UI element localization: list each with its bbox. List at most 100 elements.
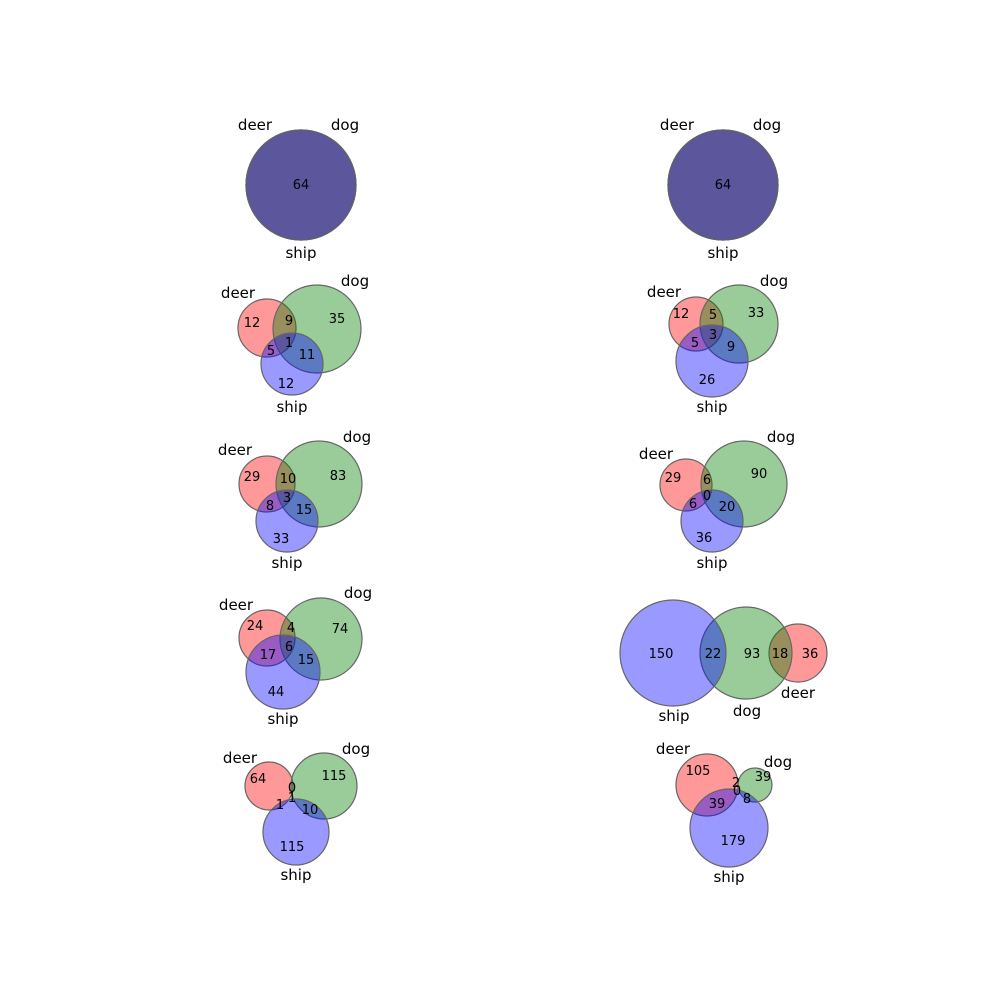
region-label-deer-dog-ship: 64 bbox=[293, 178, 310, 193]
region-label-dog: 93 bbox=[744, 647, 761, 662]
region-label-deer-dog: 4 bbox=[287, 621, 295, 636]
dog-circle bbox=[272, 284, 362, 374]
region-label-deer-ship: 17 bbox=[260, 648, 277, 663]
set-label-dog: dog bbox=[341, 272, 369, 290]
set-label-deer: deer bbox=[218, 441, 253, 459]
region-label-deer: 36 bbox=[802, 647, 819, 662]
ship-circle bbox=[667, 129, 779, 241]
set-label-deer: deer bbox=[660, 116, 695, 134]
ship-circle bbox=[245, 634, 321, 710]
region-label-deer: 12 bbox=[673, 307, 690, 322]
region-label-deer-dog-ship: 3 bbox=[283, 491, 291, 506]
region-label-deer-ship: 39 bbox=[709, 797, 726, 812]
region-label-ship: 12 bbox=[278, 377, 295, 392]
set-label-deer: deer bbox=[656, 740, 691, 758]
set-label-deer: deer bbox=[223, 749, 258, 767]
dog-circle bbox=[699, 284, 779, 364]
set-label-deer: deer bbox=[647, 283, 682, 301]
set-label-ship: ship bbox=[696, 554, 727, 572]
set-label-dog: dog bbox=[753, 116, 781, 134]
region-label-deer-ship: 5 bbox=[267, 344, 275, 359]
set-label-ship: ship bbox=[707, 244, 738, 262]
region-label-deer-dog: 2 bbox=[732, 776, 740, 791]
venn-diagram-3: 12 9 35 1 5 11 12 deer dog ship bbox=[221, 272, 369, 416]
set-label-ship: ship bbox=[285, 244, 316, 262]
region-label-dog-ship: 22 bbox=[705, 647, 722, 662]
dog-circle bbox=[699, 606, 793, 700]
region-label-ship: 44 bbox=[268, 685, 285, 700]
region-label-dog: 33 bbox=[748, 306, 765, 321]
region-label-deer-dog-ship: 1 bbox=[288, 791, 296, 806]
region-label-ship: 33 bbox=[273, 532, 290, 547]
set-label-deer: deer bbox=[219, 596, 254, 614]
set-label-deer: deer bbox=[221, 284, 256, 302]
region-label-deer: 64 bbox=[250, 772, 267, 787]
region-label-dog: 74 bbox=[332, 622, 349, 637]
region-label-ship: 36 bbox=[696, 531, 713, 546]
set-label-dog: dog bbox=[342, 740, 370, 758]
venn-diagram-1: 64 deer dog ship bbox=[238, 116, 359, 262]
set-label-ship: ship bbox=[276, 398, 307, 416]
region-label-deer: 29 bbox=[244, 470, 261, 485]
region-label-dog: 39 bbox=[755, 770, 772, 785]
region-label-deer: 105 bbox=[686, 764, 711, 779]
region-label-deer-dog: 0 bbox=[288, 781, 296, 796]
set-label-deer: deer bbox=[639, 445, 674, 463]
region-label-deer-ship: 1 bbox=[276, 798, 284, 813]
deer-circle bbox=[237, 298, 297, 358]
ship-circle bbox=[680, 489, 744, 553]
region-label-deer-dog-ship: 64 bbox=[715, 178, 732, 193]
deer-circle bbox=[668, 296, 724, 352]
set-label-deer: deer bbox=[238, 116, 273, 134]
venn-diagram-2: 64 deer dog ship bbox=[660, 116, 781, 262]
dog-circle bbox=[700, 440, 788, 528]
set-label-ship: ship bbox=[658, 707, 689, 725]
region-label-deer-dog: 9 bbox=[285, 314, 293, 329]
region-label-deer: 12 bbox=[244, 316, 261, 331]
region-label-dog: 115 bbox=[322, 769, 347, 784]
deer-circle bbox=[244, 761, 294, 811]
ship-circle bbox=[260, 332, 324, 396]
ship-circle bbox=[255, 489, 319, 553]
region-label-deer-dog: 6 bbox=[703, 473, 711, 488]
set-label-dog: dog bbox=[331, 116, 359, 134]
deer-circle bbox=[768, 623, 828, 683]
region-label-dog-ship: 15 bbox=[298, 653, 315, 668]
set-label-dog: dog bbox=[767, 428, 795, 446]
region-label-ship: 115 bbox=[280, 840, 305, 855]
deer-circle bbox=[659, 458, 713, 512]
venn-diagram-7: 24 4 74 6 17 15 44 deer dog ship bbox=[219, 584, 372, 728]
ship-circle bbox=[262, 798, 330, 866]
dog-circle bbox=[275, 440, 363, 528]
set-label-ship: ship bbox=[271, 554, 302, 572]
venn-diagram-6: 29 6 90 0 6 20 36 deer dog ship bbox=[639, 428, 795, 572]
region-label-dog: 35 bbox=[329, 312, 346, 327]
region-label-dog-ship: 8 bbox=[743, 792, 751, 807]
set-label-deer: deer bbox=[781, 684, 816, 702]
region-label-deer-dog: 18 bbox=[772, 647, 789, 662]
region-label-deer-dog: 10 bbox=[280, 472, 297, 487]
region-label-deer-ship: 6 bbox=[689, 497, 697, 512]
set-label-dog: dog bbox=[764, 753, 792, 771]
set-label-ship: ship bbox=[696, 398, 727, 416]
region-label-deer-ship: 5 bbox=[691, 336, 699, 351]
dog-circle bbox=[279, 597, 363, 681]
region-label-dog-ship: 11 bbox=[299, 348, 316, 363]
region-label-dog-ship: 9 bbox=[727, 340, 735, 355]
ship-circle bbox=[245, 129, 357, 241]
set-label-ship: ship bbox=[713, 868, 744, 886]
venn-diagram-8: 150 22 93 18 36 ship dog deer bbox=[619, 599, 828, 725]
venn-diagram-4: 12 5 33 3 5 9 26 deer dog ship bbox=[647, 272, 788, 416]
region-label-deer-dog-ship: 3 bbox=[709, 328, 717, 343]
dog-circle bbox=[290, 752, 358, 820]
region-label-dog-ship: 20 bbox=[719, 500, 736, 515]
ship-circle bbox=[675, 324, 749, 398]
region-label-deer-dog-ship: 0 bbox=[733, 784, 741, 799]
ship-circle bbox=[619, 599, 727, 707]
region-label-deer: 24 bbox=[247, 619, 264, 634]
venn-diagram-5: 29 10 83 3 8 15 33 deer dog ship bbox=[218, 428, 371, 572]
set-label-ship: ship bbox=[280, 866, 311, 884]
region-label-dog: 83 bbox=[330, 469, 347, 484]
